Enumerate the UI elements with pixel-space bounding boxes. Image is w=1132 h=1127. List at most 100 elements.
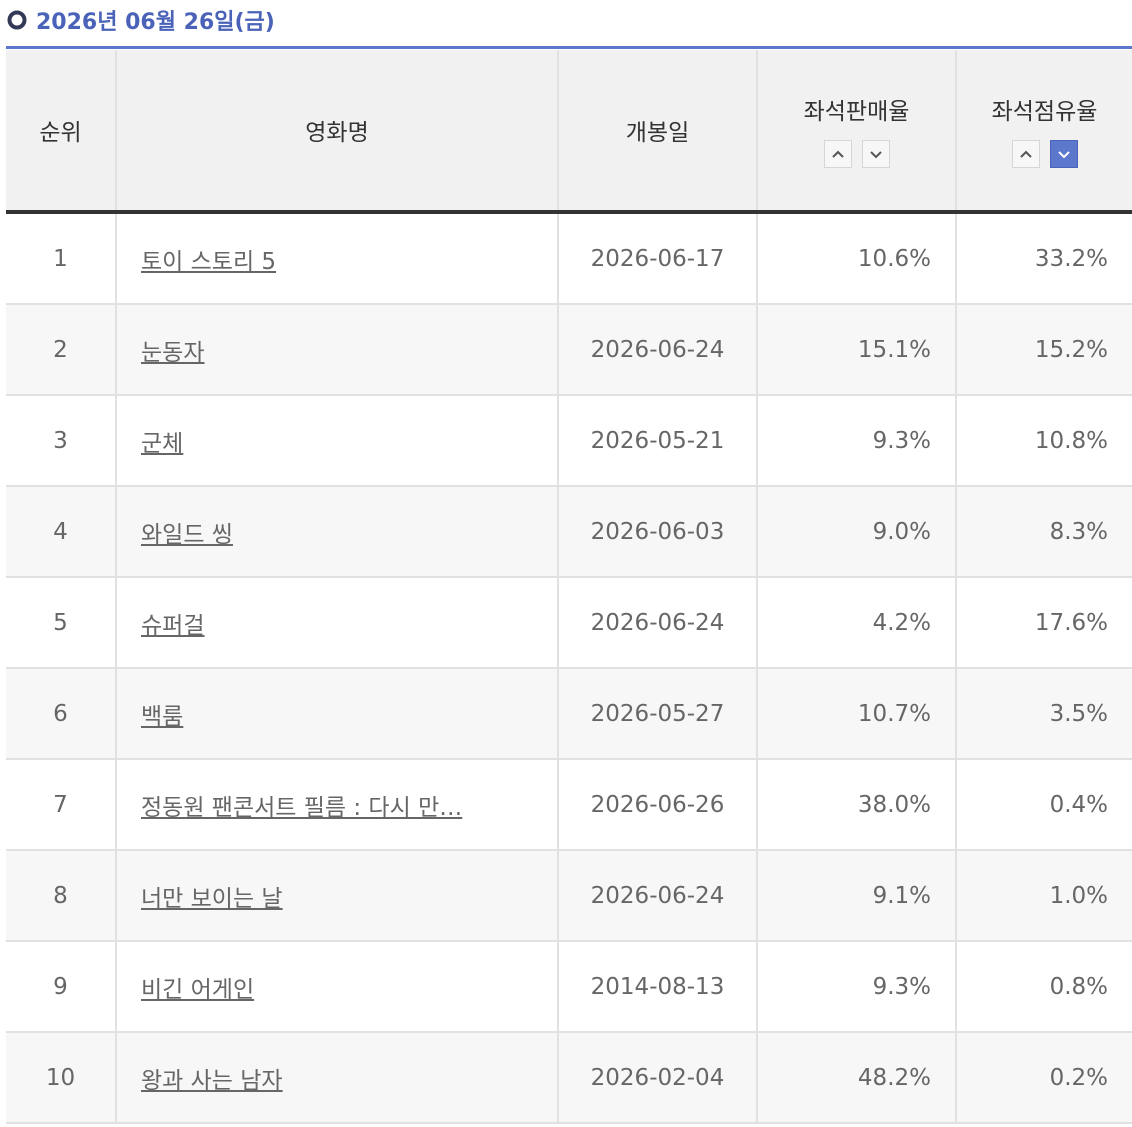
seat-share: 3.5%: [1049, 700, 1108, 727]
seat-share-cell: 17.6%: [955, 577, 1132, 669]
movie-link[interactable]: 비긴 어게인: [141, 976, 255, 1003]
rank: 2: [53, 336, 68, 363]
divider: [6, 46, 1132, 49]
release-date: 2026-05-21: [590, 427, 725, 454]
movie-link[interactable]: 백룸: [141, 703, 184, 730]
rank: 5: [53, 609, 68, 636]
rank: 1: [53, 245, 68, 272]
movie-title-cell: 정동원 팬콘서트 필름 : 다시 만…: [115, 759, 558, 851]
rank-cell: 10: [6, 1032, 116, 1124]
column-header: 순위: [6, 50, 116, 214]
table-row: 4 와일드 씽 2026-06-03 9.0% 8.3%: [6, 486, 1132, 578]
movie-title-cell: 비긴 어게인: [115, 941, 558, 1033]
movie-link[interactable]: 와일드 씽: [141, 521, 233, 548]
movie-title-cell: 백룸: [115, 668, 558, 760]
column-title: 좌석판매율: [803, 99, 910, 125]
rank: 3: [53, 427, 68, 454]
rank-cell: 9: [6, 941, 116, 1033]
seat-sales-rate-cell: 9.1%: [756, 850, 956, 942]
column-title: 개봉일: [625, 120, 690, 146]
header-row: 순위 영화명 개봉일 좌석판매율 좌석점유율: [6, 50, 1132, 214]
movie-link[interactable]: 눈동자: [141, 339, 205, 366]
release-date-cell: 2026-06-26: [557, 759, 757, 851]
seat-sales-rate-cell: 9.3%: [756, 395, 956, 487]
release-date: 2026-05-27: [590, 700, 725, 727]
movie-link[interactable]: 군체: [141, 430, 184, 457]
column-title: 좌석점유율: [991, 99, 1098, 125]
rank: 4: [53, 518, 68, 545]
seat-share-cell: 10.8%: [955, 395, 1132, 487]
release-date-cell: 2026-06-03: [557, 486, 757, 578]
seat-share: 8.3%: [1049, 518, 1108, 545]
sort-asc-button[interactable]: [1011, 140, 1040, 168]
seat-sales-rate: 48.2%: [857, 1064, 931, 1091]
seat-sales-rate-cell: 4.2%: [756, 577, 956, 669]
sort-desc-button[interactable]: [861, 140, 890, 168]
release-date-cell: 2014-08-13: [557, 941, 757, 1033]
sort-buttons: [758, 140, 955, 168]
rank-cell: 6: [6, 668, 116, 760]
table-row: 10 왕과 사는 남자 2026-02-04 48.2% 0.2%: [6, 1032, 1132, 1124]
movie-title-cell: 군체: [115, 395, 558, 487]
release-date: 2026-06-24: [590, 336, 725, 363]
movie-title-cell: 눈동자: [115, 304, 558, 396]
seat-share-cell: 33.2%: [955, 212, 1132, 305]
sort-asc-button[interactable]: [823, 140, 852, 168]
seat-sales-rate: 9.1%: [872, 882, 931, 909]
movie-link[interactable]: 슈퍼걸: [141, 612, 205, 639]
table-row: 6 백룸 2026-05-27 10.7% 3.5%: [6, 668, 1132, 760]
seat-share: 17.6%: [1034, 609, 1108, 636]
release-date: 2026-06-03: [590, 518, 725, 545]
table-row: 5 슈퍼걸 2026-06-24 4.2% 17.6%: [6, 577, 1132, 669]
seat-sales-rate-cell: 9.0%: [756, 486, 956, 578]
release-date: 2026-06-17: [590, 245, 725, 272]
seat-share-cell: 3.5%: [955, 668, 1132, 760]
release-date-cell: 2026-05-21: [557, 395, 757, 487]
table-row: 7 정동원 팬콘서트 필름 : 다시 만… 2026-06-26 38.0% 0.4%: [6, 759, 1132, 851]
rank-cell: 5: [6, 577, 116, 669]
seat-sales-rate: 9.3%: [872, 427, 931, 454]
seat-share: 33.2%: [1034, 245, 1108, 272]
column-title: 영화명: [305, 120, 369, 146]
bullet-icon: [7, 10, 27, 30]
seat-share: 15.2%: [1034, 336, 1108, 363]
table-row: 1 토이 스토리 5 2026-06-17 10.6% 33.2%: [6, 212, 1132, 305]
seat-sales-rate: 15.1%: [857, 336, 931, 363]
column-header: 좌석판매율: [756, 50, 956, 214]
movie-link[interactable]: 너만 보이는 날: [141, 885, 283, 912]
rank-cell: 1: [6, 212, 116, 305]
movie-link[interactable]: 토이 스토리 5: [141, 248, 277, 275]
movie-title-cell: 너만 보이는 날: [115, 850, 558, 942]
release-date-cell: 2026-06-24: [557, 577, 757, 669]
sort-desc-button[interactable]: [1049, 140, 1078, 168]
release-date: 2026-06-26: [590, 791, 725, 818]
column-header: 좌석점유율: [955, 50, 1132, 214]
movie-link[interactable]: 정동원 팬콘서트 필름 : 다시 만…: [141, 794, 463, 821]
movie-link[interactable]: 왕과 사는 남자: [141, 1067, 283, 1094]
seat-sales-rate-cell: 15.1%: [756, 304, 956, 396]
column-header: 영화명: [115, 50, 558, 214]
seat-sales-rate: 10.6%: [857, 245, 931, 272]
rank-cell: 4: [6, 486, 116, 578]
seat-share: 10.8%: [1034, 427, 1108, 454]
movie-title-cell: 토이 스토리 5: [115, 212, 558, 305]
seat-share-cell: 1.0%: [955, 850, 1132, 942]
date: 2026년 06월 26일(금): [36, 10, 275, 35]
box-office-table: 순위 영화명 개봉일 좌석판매율 좌석점유율 1 토이 스토리 5 2026-06-17 10…: [6, 50, 1132, 1124]
seat-share: 0.8%: [1049, 973, 1108, 1000]
rank: 9: [53, 973, 68, 1000]
movie-title-cell: 왕과 사는 남자: [115, 1032, 558, 1124]
release-date: 2026-06-24: [590, 882, 725, 909]
rank-cell: 3: [6, 395, 116, 487]
table-body: 1 토이 스토리 5 2026-06-17 10.6% 33.2% 2 눈동자 2026-06…: [6, 212, 1132, 1124]
table-row: 3 군체 2026-05-21 9.3% 10.8%: [6, 395, 1132, 487]
seat-share-cell: 0.4%: [955, 759, 1132, 851]
release-date: 2026-06-24: [590, 609, 725, 636]
seat-share-cell: 15.2%: [955, 304, 1132, 396]
movie-title-cell: 와일드 씽: [115, 486, 558, 578]
seat-sales-rate: 4.2%: [872, 609, 931, 636]
table-row: 9 비긴 어게인 2014-08-13 9.3% 0.8%: [6, 941, 1132, 1033]
rank: 10: [45, 1064, 76, 1091]
seat-sales-rate-cell: 48.2%: [756, 1032, 956, 1124]
